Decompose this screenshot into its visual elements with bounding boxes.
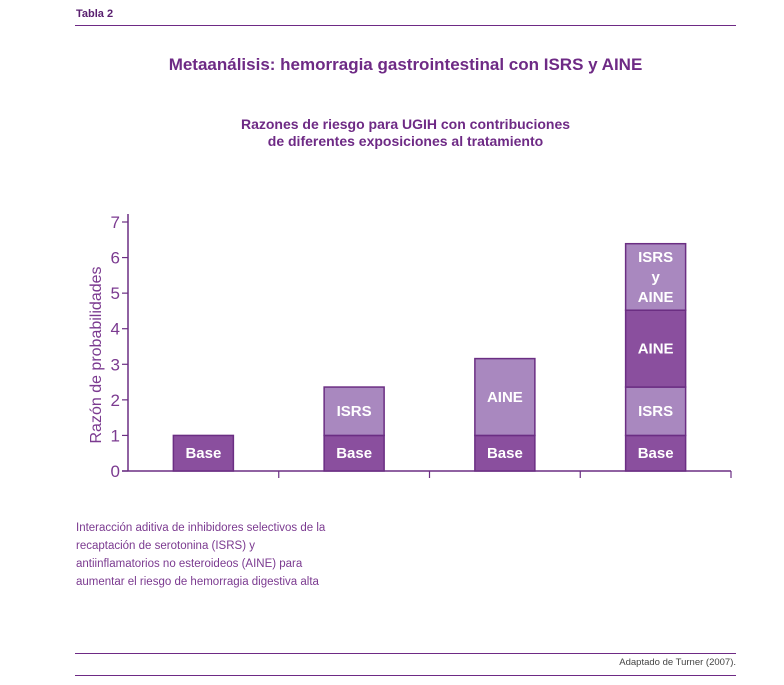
- bar-segment: [172, 434, 235, 472]
- bar-segment-label: AINE: [487, 389, 523, 406]
- y-tick-label: 0: [111, 462, 120, 481]
- y-tick-label: 1: [111, 426, 120, 445]
- bottom-rule: [75, 653, 736, 654]
- y-tick-label: 4: [111, 320, 120, 339]
- y-tick-label: 5: [111, 284, 120, 303]
- bar-segment: [624, 242, 687, 311]
- bar-segment: [624, 309, 687, 388]
- top-rule: [75, 25, 736, 26]
- bar-segment: [323, 434, 385, 472]
- bar-segment: [323, 386, 385, 437]
- bar-segment-label: ISRS y AINE: [638, 249, 674, 306]
- table-label: Tabla 2: [76, 8, 114, 20]
- bar-segment-label: ISRS: [337, 403, 372, 420]
- caption-note: Interacción aditiva de inhibidores selec…: [76, 522, 326, 588]
- bar-segment-label: ISRS: [638, 403, 673, 420]
- stacked-bar-chart: Razón de probabilidades 0 1 2 3 4 5 6 7 Base Bas…: [88, 213, 732, 481]
- y-tick-label: 7: [111, 213, 120, 232]
- bar-segment: [624, 386, 687, 437]
- source-citation: Adaptado de Turner (2007).: [619, 657, 736, 668]
- bar-segment-label: Base: [638, 445, 674, 462]
- y-axis-label: Razón de probabilidades: [88, 266, 105, 443]
- bar-segment-label: AINE: [638, 341, 674, 358]
- bar-segment: [624, 434, 687, 472]
- y-tick-label: 2: [111, 391, 120, 410]
- y-tick-label: 3: [111, 355, 120, 374]
- bar-segment: [474, 357, 536, 437]
- bar-segment-label: Base: [336, 445, 372, 462]
- bottom-rule-2: [75, 675, 736, 676]
- bar-segment-label: Base: [487, 445, 523, 462]
- chart-title: Razones de riesgo para UGIH con contribu…: [75, 116, 736, 150]
- chart-title-line-1: Razones de riesgo para UGIH con contribu…: [240, 116, 571, 132]
- bar-segment-label: Base: [185, 445, 221, 462]
- y-tick-label: 6: [111, 249, 120, 268]
- page-title: Metaanálisis: hemorragia gastrointestina…: [168, 55, 643, 74]
- chart-title-line-2: de diferentes exposiciones al tratamient…: [267, 133, 544, 149]
